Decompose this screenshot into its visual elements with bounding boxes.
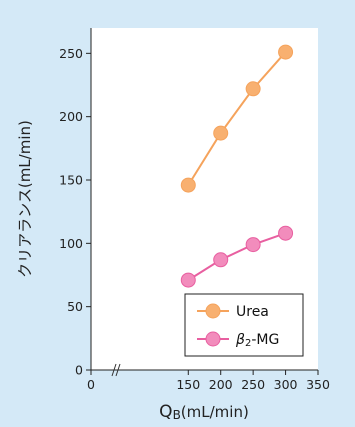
legend-box <box>184 293 304 357</box>
data-point <box>213 252 229 268</box>
y-tick-label: 100 <box>59 236 83 251</box>
series-layer <box>180 44 294 288</box>
x-tick-label: 200 <box>209 377 233 392</box>
y-tick-label: 50 <box>67 299 83 314</box>
data-point <box>213 125 229 141</box>
legend-label-urea: Urea <box>236 304 269 320</box>
x-tick-label: 300 <box>274 377 298 392</box>
legend-marker-b2mg <box>205 331 221 347</box>
series-line-0 <box>187 51 287 186</box>
x-tick-label: 150 <box>176 377 200 392</box>
data-point <box>245 237 261 253</box>
data-point <box>180 177 196 193</box>
y-tick-label: 250 <box>59 46 83 61</box>
x-axis: 0 150 200 250 300 350 <box>87 369 330 392</box>
y-axis: 0 50 100 150 200 250 <box>59 28 92 378</box>
data-point <box>278 225 294 241</box>
y-tick-label: 0 <box>75 363 83 378</box>
x-tick-label: 250 <box>241 377 265 392</box>
x-tick-label: 350 <box>306 377 330 392</box>
y-axis-title: クリアランス(mL/min) <box>16 120 34 278</box>
x-axis-title: QB(mL/min) <box>159 402 249 422</box>
y-tick-label: 200 <box>59 109 83 124</box>
legend-label-b2mg: β2-MG <box>235 332 279 349</box>
data-point <box>245 81 261 97</box>
legend-marker-urea <box>205 303 221 319</box>
data-point <box>278 44 294 60</box>
y-tick-label: 150 <box>59 173 83 188</box>
x-tick-label: 0 <box>87 377 95 392</box>
x-axis-break <box>111 363 121 377</box>
legend: Urea β2-MG <box>184 293 304 357</box>
series-line-1 <box>187 232 286 281</box>
data-point <box>180 272 196 288</box>
